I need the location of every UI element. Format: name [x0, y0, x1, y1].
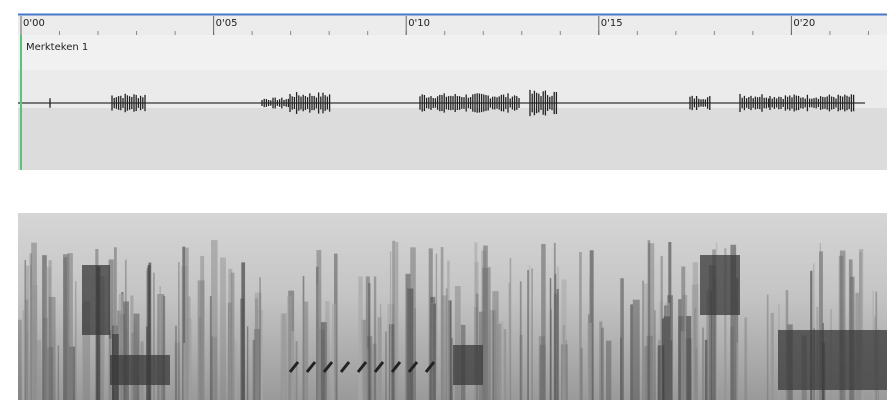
spectro-streak [58, 345, 59, 400]
spectro-streak [504, 329, 507, 400]
time-label[interactable]: 0'20 [793, 18, 815, 29]
spectro-block [110, 355, 170, 385]
spectro-streak [363, 349, 369, 400]
spectro-streak [520, 281, 522, 400]
spectro-streak [32, 285, 38, 400]
spectro-streak [255, 298, 258, 400]
spectro-block [778, 330, 887, 390]
marker-label[interactable]: Merkteken 1 [26, 42, 88, 53]
spectro-streak [185, 248, 188, 400]
spectro-streak [429, 248, 433, 400]
spectro-streak [744, 317, 747, 400]
spectro-streak [630, 304, 633, 400]
spectro-streak [492, 311, 494, 400]
spectro-streak [433, 303, 436, 400]
waveform-lower [18, 108, 887, 170]
spectro-streak [483, 246, 488, 400]
spectro-streak [332, 304, 336, 400]
spectro-streak [247, 326, 248, 400]
spectro-streak [695, 348, 697, 400]
spectro-streak [601, 328, 604, 400]
spectro-streak [358, 276, 362, 400]
spectro-streak [325, 301, 329, 400]
spectro-streak [260, 277, 261, 400]
spectro-streak [406, 274, 410, 400]
spectro-streak [654, 310, 655, 400]
spectro-streak [509, 283, 511, 400]
spectro-streak [241, 262, 245, 400]
spectro-streak [211, 240, 217, 400]
spectro-streak [49, 297, 56, 400]
spectro-streak [396, 242, 399, 400]
spectro-streak [231, 273, 235, 400]
spectro-streak [539, 336, 545, 400]
spectro-streak [702, 328, 704, 400]
spectro-streak [18, 320, 22, 400]
spectro-streak [281, 313, 287, 400]
spectro-streak [579, 252, 582, 400]
audio-editor: 0'00 0'05 0'10 0'15 0'20 Merkteken 1 [0, 0, 887, 400]
spectro-streak [527, 270, 528, 400]
spectro-streak [737, 343, 739, 400]
spectro-streak [24, 266, 29, 400]
ruler [18, 14, 887, 35]
spectro-streak [175, 326, 177, 400]
spectro-streak [22, 310, 24, 400]
spectro-streak [30, 287, 31, 400]
spectro-streak [220, 258, 226, 400]
spectro-streak [589, 278, 591, 400]
spectro-streak [529, 265, 530, 400]
spectro-block [453, 345, 483, 385]
spectro-streak [380, 304, 381, 400]
spectro-streak [75, 281, 76, 400]
spectro-streak [682, 295, 687, 400]
spectro-streak [633, 300, 640, 400]
spectro-streak [620, 278, 624, 400]
time-label[interactable]: 0'05 [216, 18, 238, 29]
spectro-streak [446, 288, 448, 400]
spectro-streak [550, 278, 552, 400]
spectro-streak [392, 241, 395, 400]
time-label[interactable]: 0'00 [23, 18, 45, 29]
spectro-streak [648, 240, 651, 400]
time-label[interactable]: 0'15 [601, 18, 623, 29]
spectro-streak [287, 296, 292, 400]
spectro-block [700, 255, 740, 315]
spectro-streak [410, 247, 416, 400]
spectro-streak [531, 269, 533, 400]
spectro-streak [200, 256, 204, 400]
spectro-streak [253, 340, 256, 400]
time-label[interactable]: 0'10 [408, 18, 430, 29]
spectro-streak [447, 261, 450, 400]
spectro-streak [771, 313, 774, 400]
spectro-streak [104, 325, 105, 400]
spectro-streak [663, 316, 669, 400]
spectro-streak [303, 302, 308, 400]
spectro-streak [451, 338, 453, 400]
spectro-streak [488, 267, 490, 400]
spectro-streak [296, 341, 298, 400]
marker-lane [18, 35, 887, 70]
spectro-streak [554, 243, 556, 400]
spectro-block [82, 265, 110, 335]
spectro-streak [497, 321, 504, 400]
spectro-streak [374, 276, 376, 400]
spectro-streak [123, 301, 129, 400]
spectro-streak [562, 280, 567, 400]
spectro-streak [606, 341, 611, 400]
spectro-streak [68, 253, 73, 400]
spectro-streak [316, 284, 321, 400]
spectro-streak [178, 262, 179, 400]
spectro-streak [767, 295, 769, 400]
spectro-streak [385, 331, 386, 400]
